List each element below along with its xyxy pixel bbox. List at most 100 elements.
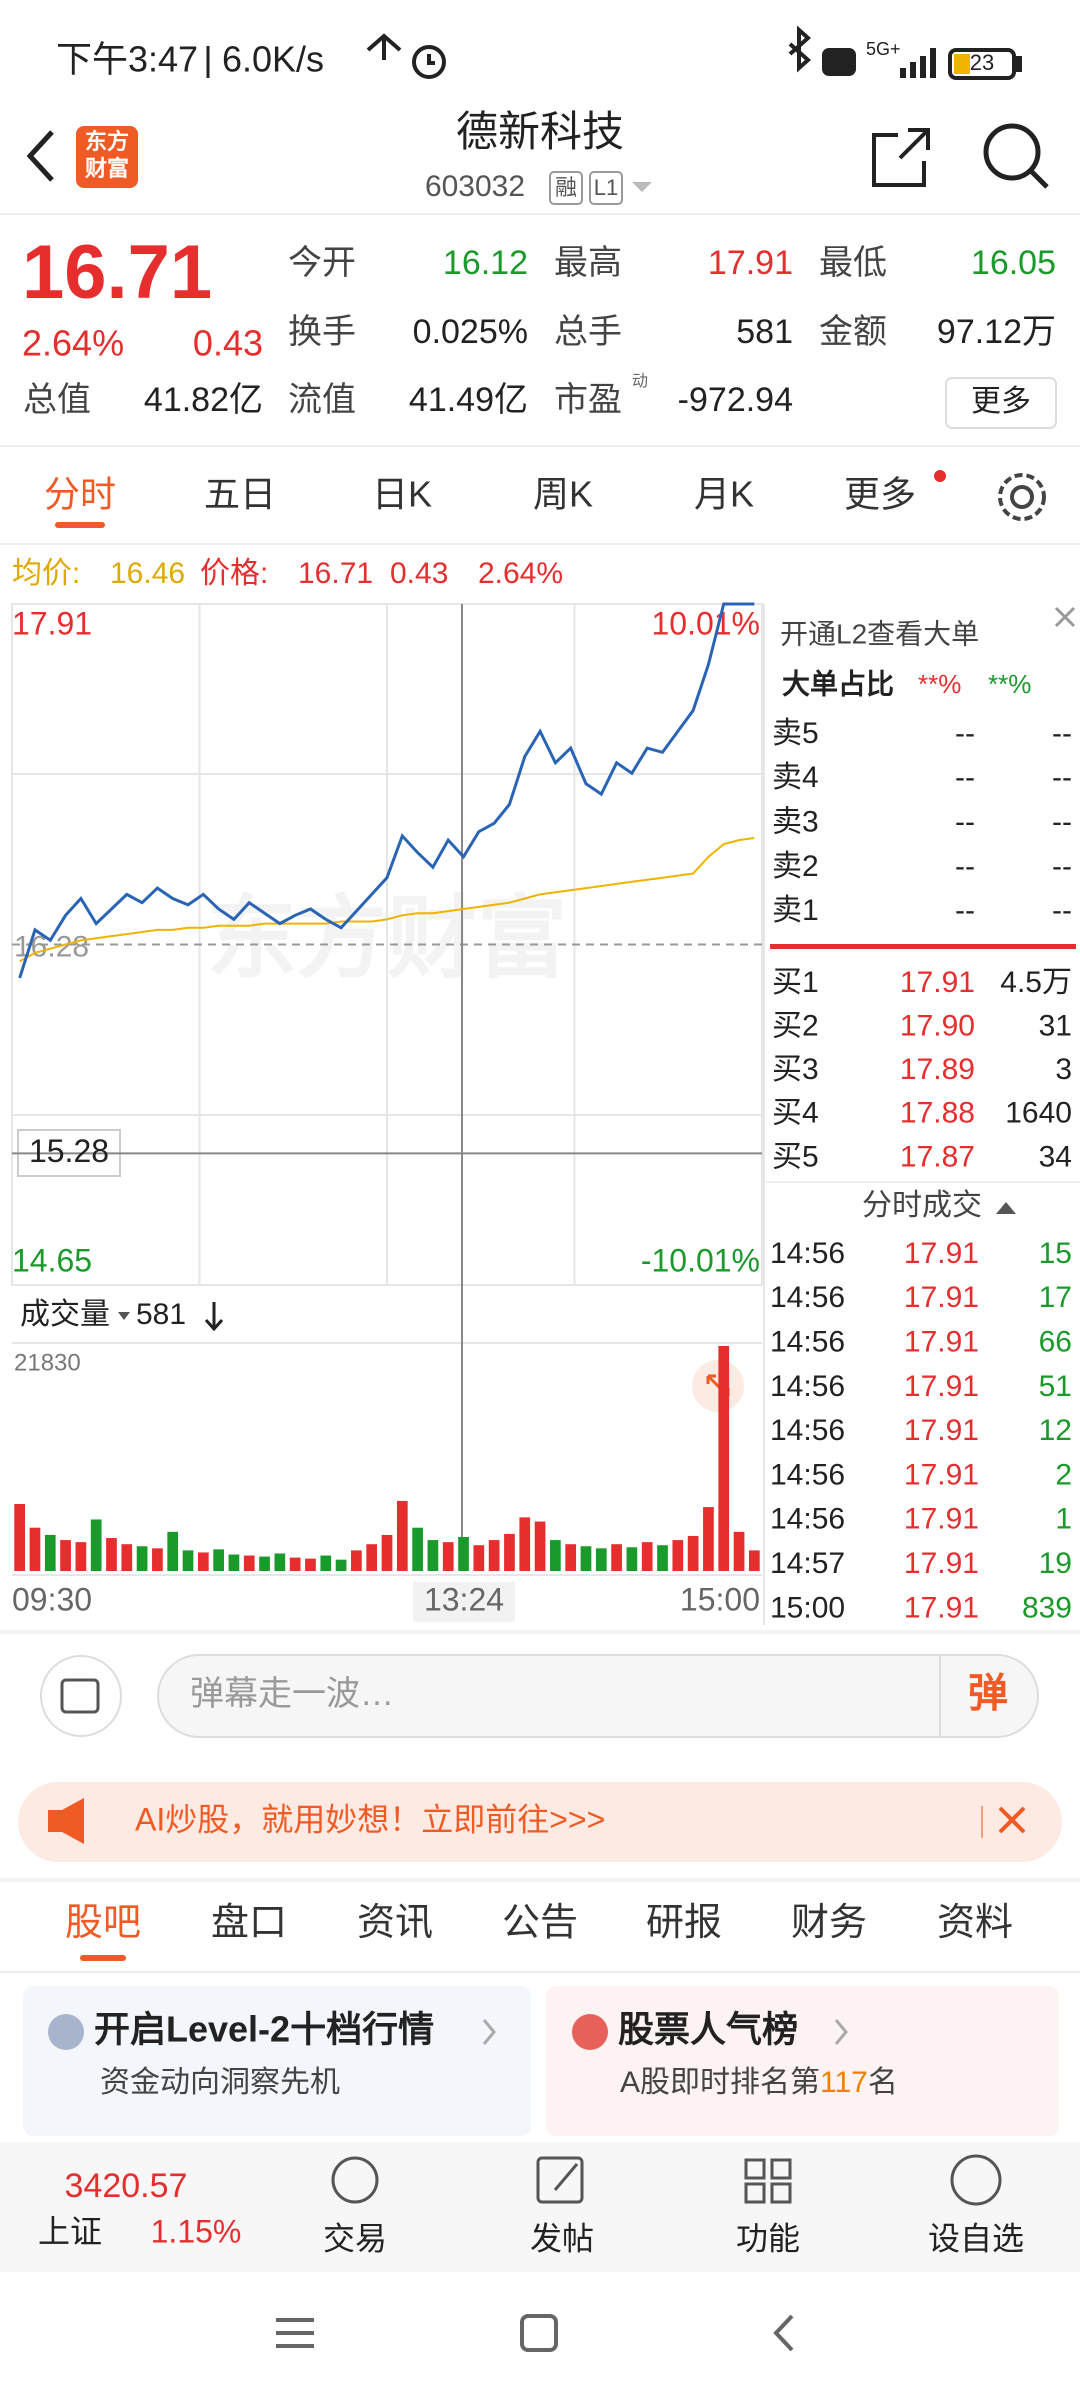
volume-bar (672, 1540, 684, 1571)
index-pct: 1.15% (151, 2213, 242, 2249)
volume-bar (136, 1546, 148, 1571)
more-button[interactable] (945, 377, 1057, 429)
section-tab[interactable]: 研报 (646, 1902, 722, 1944)
book-size: 3 (1055, 1053, 1072, 1086)
volume-bar (641, 1542, 653, 1571)
section-tab[interactable]: 财务 (791, 1902, 867, 1944)
nav-item[interactable]: 发帖 (530, 2220, 594, 2256)
x-tick-label: 13:24 (424, 1581, 504, 1617)
trade-time: 14:56 (770, 1414, 845, 1447)
divider (0, 1630, 1080, 1634)
caret (996, 1202, 1016, 1214)
settings-button[interactable] (998, 473, 1046, 521)
tab[interactable]: 月K (694, 474, 754, 515)
info-price_label: 价格: (200, 557, 268, 590)
book-label: 买4 (772, 1097, 819, 1130)
field-value: -972.94 (678, 381, 793, 419)
volume-bar (152, 1548, 163, 1571)
system-nav[interactable] (276, 2314, 794, 2352)
nav-item[interactable]: 功能 (736, 2220, 800, 2256)
danmu-button[interactable]: 弹 (968, 1672, 1008, 1716)
field-label: 最低 (819, 244, 887, 282)
nav-item[interactable]: 设自选 (928, 2220, 1024, 2256)
field-value: 581 (736, 313, 793, 351)
book-price: -- (955, 894, 975, 927)
y-tick-label: 17.91 (12, 605, 92, 641)
card-subtitle: 资金动向洞察先机 (100, 2066, 340, 2099)
comment-input[interactable] (157, 1654, 1039, 1738)
book-price: 17.90 (900, 1010, 975, 1043)
trade-price: 17.91 (904, 1281, 979, 1314)
trade-time: 14:56 (770, 1370, 845, 1403)
volume-bar (381, 1534, 393, 1571)
book-size: -- (1052, 850, 1072, 883)
field-sup: 动 (632, 372, 648, 390)
section-tab[interactable]: 盘口 (211, 1902, 287, 1944)
tab[interactable]: 日K (372, 474, 432, 515)
close-panel[interactable] (1054, 606, 1076, 628)
section-tab[interactable]: 资讯 (357, 1902, 433, 1944)
book-divider (770, 944, 1076, 949)
field-value: 16.05 (971, 244, 1056, 282)
bottom-nav (0, 2142, 1080, 2272)
trade-vol: 19 (1039, 1547, 1072, 1580)
trade-time: 14:56 (770, 1503, 845, 1536)
card[interactable] (546, 1986, 1059, 2136)
volume-bar (320, 1555, 332, 1571)
volume-bar (121, 1544, 133, 1571)
info-pct: 2.64% (478, 557, 563, 590)
search-button[interactable] (983, 123, 1049, 189)
volume-bar (243, 1555, 255, 1571)
book-label: 卖2 (772, 850, 819, 883)
section-tab[interactable]: 公告 (502, 1902, 578, 1944)
status-speed: 6.0K/s (222, 39, 324, 80)
field-value: 17.91 (708, 244, 793, 282)
tab[interactable]: 分时 (44, 474, 116, 515)
book-size: -- (1052, 717, 1072, 750)
arrow-icon (204, 1302, 224, 1332)
section-tab[interactable]: 股吧 (65, 1902, 141, 1944)
book-label: 卖5 (772, 717, 819, 750)
comment-placeholder[interactable]: 弹幕走一波… (190, 1675, 394, 1713)
volume-bar (274, 1553, 286, 1571)
book-label: 买5 (772, 1140, 819, 1173)
nav-item[interactable]: 交易 (323, 2220, 387, 2256)
book-price: 17.87 (900, 1140, 975, 1173)
more-button-text[interactable]: 更多 (971, 385, 1031, 418)
trade-time: 14:57 (770, 1547, 845, 1580)
section-tab[interactable]: 资料 (937, 1902, 1013, 1944)
divider (0, 1878, 1080, 1882)
share-button[interactable] (872, 128, 930, 187)
card[interactable] (23, 1986, 531, 2136)
volume-bar (626, 1547, 638, 1571)
volume-bar (488, 1540, 500, 1571)
banner-close[interactable] (998, 1806, 1026, 1834)
app-logo[interactable] (76, 126, 138, 188)
subtitle-part: A股即时排名第 (620, 2066, 820, 2099)
card-title: 股票人气榜 (618, 2009, 798, 2050)
logo-text: 财富 (85, 156, 129, 181)
back-button[interactable] (26, 130, 54, 182)
volume-bar (703, 1507, 714, 1571)
stock-name: 德新科技 (456, 108, 624, 155)
book-price: 17.89 (900, 1053, 975, 1086)
volume-bar (565, 1544, 577, 1571)
banner[interactable] (18, 1782, 1062, 1862)
status-icons (366, 25, 1022, 80)
trade-price: 17.91 (904, 1503, 979, 1536)
tab[interactable]: 五日 (204, 474, 276, 515)
trade-price: 17.91 (904, 1237, 979, 1270)
l2-promo[interactable]: 开通L2查看大单 (780, 618, 979, 649)
dropdown[interactable] (118, 1312, 130, 1320)
tab[interactable]: 更多 (844, 474, 916, 515)
volume-bar (289, 1557, 301, 1571)
volume-bar (427, 1540, 439, 1571)
banner-text[interactable]: AI炒股，就用妙想！立即前往>>> (135, 1801, 605, 1837)
volume-bar (718, 1346, 730, 1571)
tab[interactable]: 周K (533, 474, 593, 515)
volume-bar (595, 1548, 607, 1571)
comment-menu[interactable] (40, 1655, 122, 1737)
dropdown[interactable] (632, 182, 652, 192)
volume-bar (228, 1554, 240, 1571)
